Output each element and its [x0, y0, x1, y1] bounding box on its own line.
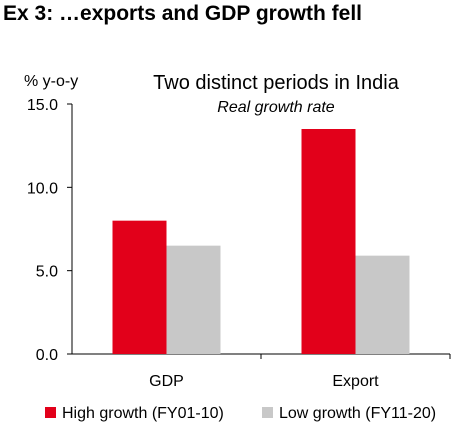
- x-tick-label: GDP: [149, 373, 184, 390]
- bar-gdp-series-2: [166, 245, 221, 354]
- legend-label: High growth (FY01-10): [62, 405, 224, 422]
- legend-swatch: [45, 407, 56, 418]
- chart-subtitle: Real growth rate: [217, 99, 334, 116]
- bar-gdp-series-1: [112, 220, 167, 354]
- bar-export-series-2: [355, 255, 410, 354]
- y-tick-label: 15.0: [27, 97, 58, 114]
- legend: High growth (FY01-10) Low growth (FY11-20…: [45, 405, 436, 422]
- plot-area: 0.0 5.0 10.0 15.0 GDP Export: [27, 97, 451, 390]
- y-axis-label: % y-o-y: [24, 73, 78, 90]
- y-tick-label: 5.0: [36, 264, 58, 281]
- legend-label: Low growth (FY11-20): [279, 405, 436, 422]
- legend-swatch: [262, 407, 273, 418]
- y-tick-label: 0.0: [36, 347, 58, 364]
- bar-export-series-1: [301, 129, 356, 354]
- chart-title: Two distinct periods in India: [153, 72, 400, 94]
- y-tick-label: 10.0: [27, 180, 58, 197]
- x-tick-label: Export: [332, 373, 379, 390]
- exhibit-title: Ex 3: …exports and GDP growth fell: [3, 2, 363, 25]
